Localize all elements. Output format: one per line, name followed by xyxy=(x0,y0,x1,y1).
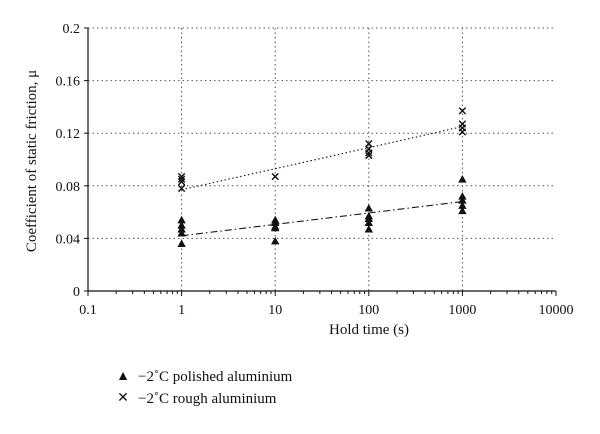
data-point-rough-stroke xyxy=(177,172,186,181)
data-point-polished xyxy=(177,239,186,248)
data-point-polished xyxy=(177,215,186,224)
data-point-rough-stroke xyxy=(271,172,279,181)
data-point-polished xyxy=(458,196,467,204)
y-tick-label: 0.08 xyxy=(56,180,81,195)
data-point-polished xyxy=(458,201,467,209)
legend-label-polished: −2˚C polished aluminium xyxy=(138,369,293,385)
x-tick-label: 0.1 xyxy=(79,303,97,318)
data-point-rough-stroke xyxy=(365,151,373,160)
data-point-polished xyxy=(271,223,280,232)
y-tick-label: 0.2 xyxy=(63,22,81,37)
data-point-polished xyxy=(458,192,467,200)
data-point-rough-stroke xyxy=(177,184,186,193)
data-point-polished xyxy=(177,228,186,237)
x-tick-label: 10000 xyxy=(539,303,574,318)
data-point-polished xyxy=(364,203,373,212)
x-tick-label: 1 xyxy=(178,303,185,318)
grid-lines xyxy=(88,27,556,291)
legend: ▲ −2˚C polished aluminium ✕ −2˚C rough a… xyxy=(112,366,292,410)
data-point-rough xyxy=(271,172,279,181)
data-point-polished xyxy=(177,224,186,233)
x-marker-icon: ✕ xyxy=(117,391,129,406)
data-point-rough xyxy=(177,172,186,181)
data-point-rough xyxy=(458,107,467,115)
data-point-rough-stroke xyxy=(458,128,467,136)
trend-lines xyxy=(181,126,463,237)
legend-label-rough: −2˚C rough aluminium xyxy=(138,391,277,407)
legend-item-polished: ▲ −2˚C polished aluminium xyxy=(112,366,292,388)
tick-labels: 0 0.04 0.08 0.12 0.16 0.2 0.1 1 10 100 1000 10000 xyxy=(56,22,574,318)
x-tick-label: 1000 xyxy=(448,303,476,318)
data-point-rough xyxy=(365,151,373,160)
legend-item-rough: ✕ −2˚C rough aluminium xyxy=(112,388,292,410)
data-point-rough xyxy=(177,184,186,193)
data-point-rough xyxy=(177,175,186,183)
data-points xyxy=(177,107,467,248)
data-point-rough xyxy=(177,178,186,186)
data-point-rough-stroke xyxy=(365,149,373,157)
data-point-polished xyxy=(177,221,186,229)
trend-line-rough xyxy=(181,126,463,191)
data-point-polished xyxy=(364,214,373,223)
data-point-rough xyxy=(458,128,467,136)
y-tick-label: 0 xyxy=(73,285,80,300)
x-tick-label: 10 xyxy=(268,303,282,318)
data-point-polished xyxy=(271,218,280,226)
data-point-rough-stroke xyxy=(365,140,373,148)
axes xyxy=(84,27,557,296)
triangle-marker-icon: ▲ xyxy=(116,369,130,384)
data-point-polished xyxy=(271,236,280,245)
x-axis-title: Hold time (s) xyxy=(329,322,409,338)
data-point-polished xyxy=(364,224,373,233)
data-point-rough-stroke xyxy=(458,107,467,115)
data-point-rough-stroke xyxy=(177,178,186,186)
y-tick-label: 0.16 xyxy=(56,75,81,90)
data-point-rough xyxy=(365,149,373,157)
data-point-polished xyxy=(364,218,373,226)
y-tick-label: 0.12 xyxy=(56,127,81,142)
data-point-rough-stroke xyxy=(177,175,186,183)
data-point-polished xyxy=(458,175,467,183)
trend-line-polished xyxy=(181,201,463,237)
x-tick-label: 100 xyxy=(358,303,379,318)
y-axis-title: Coefficient of static friction, μ xyxy=(24,70,40,252)
data-point-polished xyxy=(458,206,467,215)
y-tick-label: 0.04 xyxy=(56,232,81,247)
data-point-rough xyxy=(365,140,373,148)
